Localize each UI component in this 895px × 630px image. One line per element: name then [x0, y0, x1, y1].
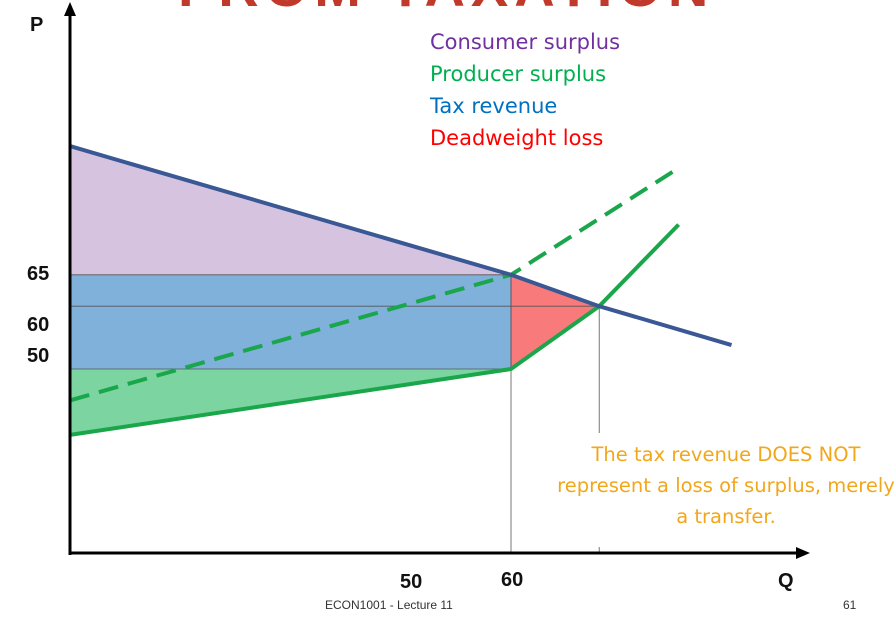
x-tick-label-50: 50 — [400, 571, 423, 593]
legend-item-producer-surplus: Producer surplus — [430, 62, 607, 86]
footer-page-number: 61 — [843, 598, 857, 612]
x-axis-label: Q — [778, 570, 794, 592]
x-axis-arrow — [796, 547, 810, 559]
y-axis-arrow — [64, 2, 76, 16]
legend-item-deadweight-loss: Deadweight loss — [430, 126, 604, 150]
legend-item-consumer-surplus: Consumer surplus — [430, 30, 621, 54]
y-tick-label-50: 50 — [27, 345, 50, 367]
annotation-note: The tax revenue DOES NOT represent a los… — [557, 433, 895, 547]
y-tick-label-60: 60 — [27, 314, 50, 336]
y-tick-label-65: 65 — [27, 263, 50, 285]
supply-curve — [69, 223, 681, 437]
legend: Consumer surplus Producer surplus Tax re… — [418, 20, 693, 152]
area-tax-revenue — [70, 274, 511, 369]
legend-item-tax-revenue: Tax revenue — [430, 94, 558, 118]
x-tick-label-60: 60 — [501, 569, 524, 591]
y-axis-label: P — [30, 14, 44, 36]
slide-title-fragment: FROM TAXATION — [178, 0, 714, 19]
demand-curve — [69, 144, 733, 348]
footer-course: ECON1001 - Lecture 11 — [325, 598, 453, 612]
